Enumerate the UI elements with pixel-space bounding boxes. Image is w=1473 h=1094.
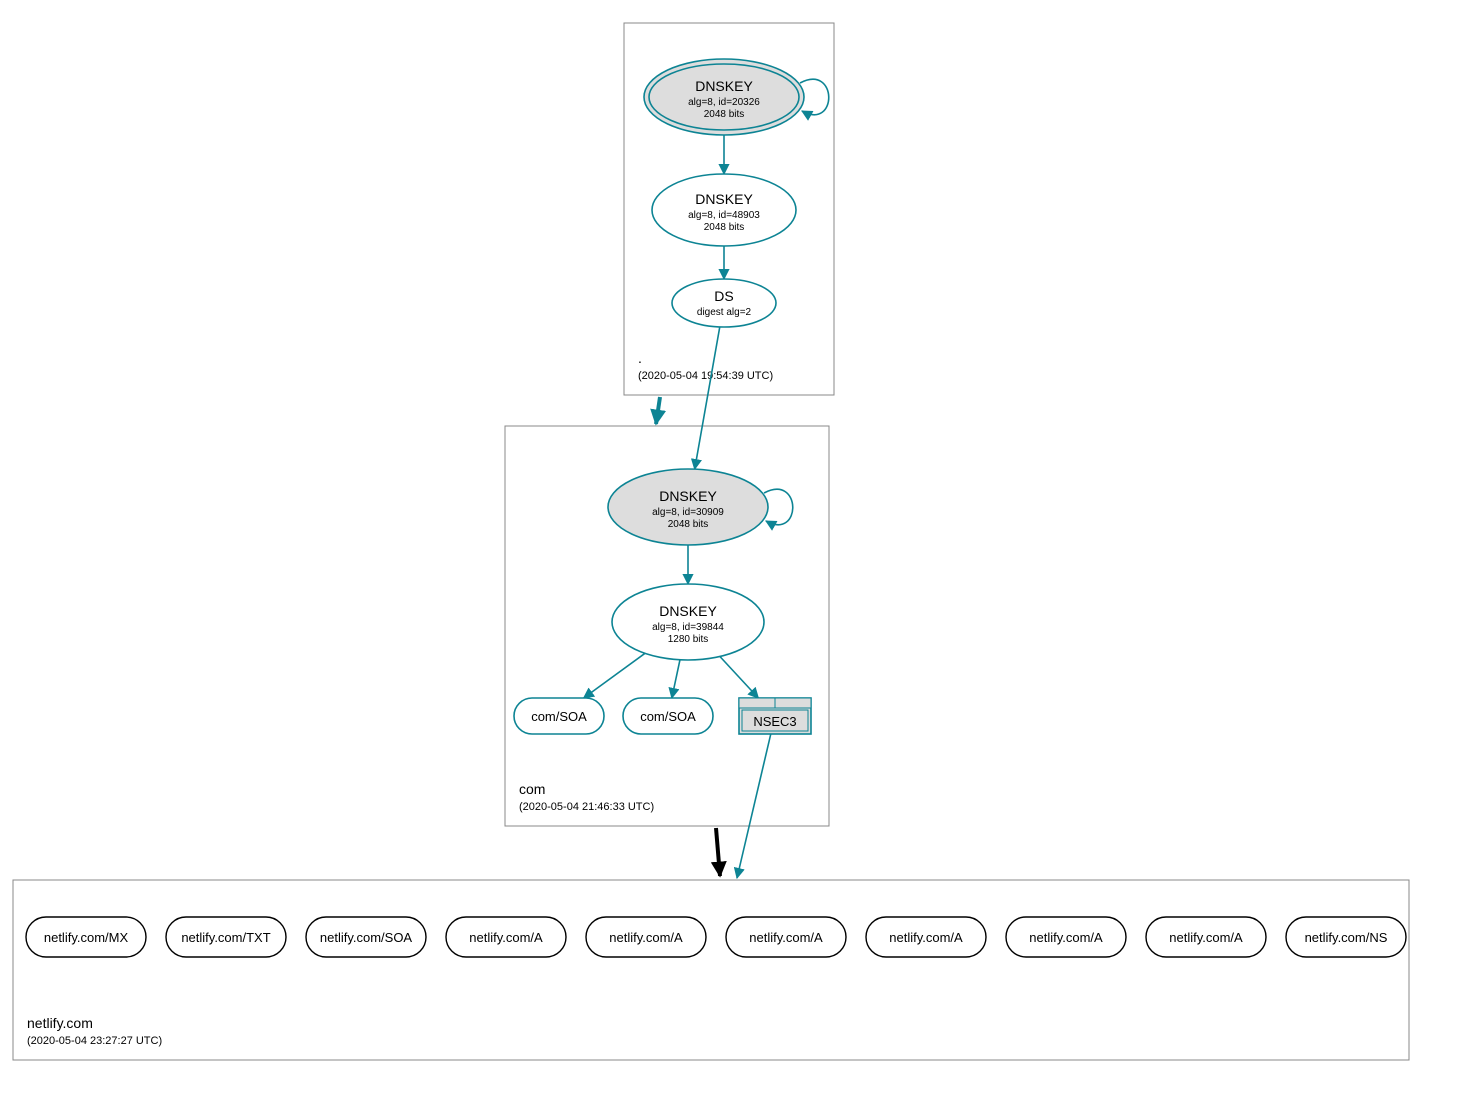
svg-text:netlify.com/NS: netlify.com/NS (1305, 930, 1388, 945)
node-com_zsk: DNSKEY alg=8, id=398441280 bits (612, 584, 764, 660)
record-1: netlify.com/TXT (166, 917, 286, 957)
svg-text:alg=8, id=20326: alg=8, id=20326 (688, 97, 760, 108)
record-5: netlify.com/A (726, 917, 846, 957)
svg-text:(2020-05-04 23:27:27 UTC): (2020-05-04 23:27:27 UTC) (27, 1035, 162, 1047)
svg-text:netlify.com/A: netlify.com/A (469, 930, 543, 945)
svg-text:DNSKEY: DNSKEY (659, 488, 717, 504)
record-6: netlify.com/A (866, 917, 986, 957)
svg-text:netlify.com/MX: netlify.com/MX (44, 930, 129, 945)
svg-text:DNSKEY: DNSKEY (659, 603, 717, 619)
svg-text:.: . (638, 350, 642, 366)
zone-netlify: netlify.com (2020-05-04 23:27:27 UTC) (13, 880, 1409, 1060)
svg-text:netlify.com/A: netlify.com/A (609, 930, 683, 945)
svg-text:(2020-05-04 21:46:33 UTC): (2020-05-04 21:46:33 UTC) (519, 801, 654, 813)
svg-text:(2020-05-04 19:54:39 UTC): (2020-05-04 19:54:39 UTC) (638, 370, 773, 382)
svg-text:1280 bits: 1280 bits (668, 634, 709, 645)
svg-text:DS: DS (714, 288, 733, 304)
netlify-records: netlify.com/MX netlify.com/TXT netlify.com… (26, 917, 1406, 957)
dnssec-diagram: . (2020-05-04 19:54:39 UTC) com (2020-05-04… (0, 0, 1473, 1094)
svg-text:2048 bits: 2048 bits (704, 109, 745, 120)
svg-text:NSEC3: NSEC3 (753, 714, 796, 729)
svg-text:alg=8, id=39844: alg=8, id=39844 (652, 622, 724, 633)
svg-text:2048 bits: 2048 bits (668, 519, 709, 530)
svg-text:alg=8, id=48903: alg=8, id=48903 (688, 210, 760, 221)
svg-text:digest alg=2: digest alg=2 (697, 307, 752, 318)
record-4: netlify.com/A (586, 917, 706, 957)
node-com_ksk: DNSKEY alg=8, id=309092048 bits (608, 469, 793, 545)
svg-text:netlify.com/A: netlify.com/A (749, 930, 823, 945)
svg-text:com/SOA: com/SOA (531, 709, 587, 724)
record-0: netlify.com/MX (26, 917, 146, 957)
svg-text:netlify.com/A: netlify.com/A (1169, 930, 1243, 945)
svg-text:netlify.com/A: netlify.com/A (889, 930, 963, 945)
svg-text:DNSKEY: DNSKEY (695, 78, 753, 94)
svg-text:netlify.com/A: netlify.com/A (1029, 930, 1103, 945)
record-7: netlify.com/A (1006, 917, 1126, 957)
svg-text:netlify.com/TXT: netlify.com/TXT (181, 930, 270, 945)
record-9: netlify.com/NS (1286, 917, 1406, 957)
nodes: DNSKEYalg=8, id=203262048 bitsDNSKEYalg=… (514, 59, 829, 734)
record-3: netlify.com/A (446, 917, 566, 957)
svg-text:DNSKEY: DNSKEY (695, 191, 753, 207)
svg-text:com/SOA: com/SOA (640, 709, 696, 724)
node-root_ds: DS digest alg=2 (672, 279, 776, 327)
svg-text:com: com (519, 781, 545, 797)
node-com_nsec3: NSEC3 (739, 698, 811, 734)
node-root_ksk: DNSKEY alg=8, id=203262048 bits (644, 59, 829, 135)
svg-text:netlify.com: netlify.com (27, 1015, 93, 1031)
record-8: netlify.com/A (1146, 917, 1266, 957)
svg-text:2048 bits: 2048 bits (704, 222, 745, 233)
node-root_zsk: DNSKEY alg=8, id=489032048 bits (652, 174, 796, 246)
node-com_soa1: com/SOA (514, 698, 604, 734)
node-com_soa2: com/SOA (623, 698, 713, 734)
record-2: netlify.com/SOA (306, 917, 426, 957)
svg-text:alg=8, id=30909: alg=8, id=30909 (652, 507, 724, 518)
svg-text:netlify.com/SOA: netlify.com/SOA (320, 930, 413, 945)
